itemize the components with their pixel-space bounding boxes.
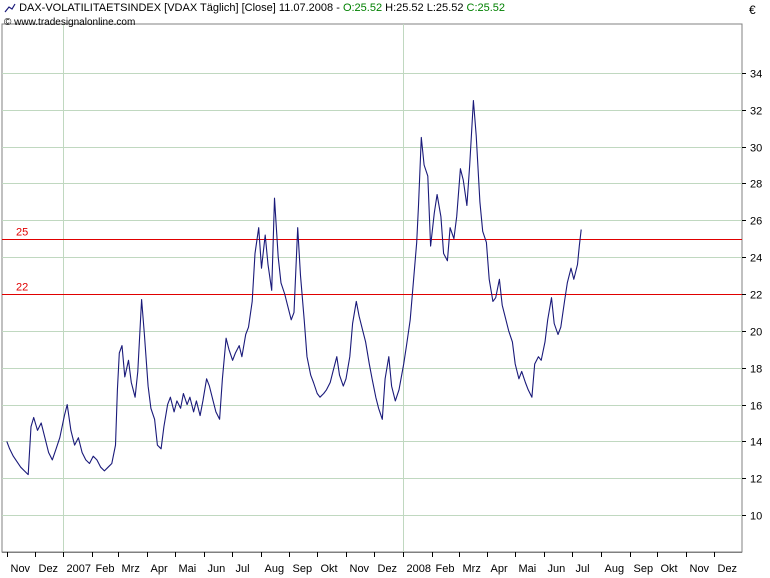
x-tick-label: Jun bbox=[208, 563, 226, 575]
x-tick-label: Nov bbox=[11, 563, 31, 575]
x-tick-label: Feb bbox=[436, 563, 455, 575]
reference-line-label: 25 bbox=[16, 227, 28, 239]
line-chart-icon bbox=[4, 3, 16, 13]
low-value: L:25.52 bbox=[426, 2, 464, 14]
y-tick-label: 30 bbox=[750, 143, 762, 155]
y-tick-label: 20 bbox=[750, 327, 762, 339]
x-tick-label: Dez bbox=[718, 563, 738, 575]
x-tick-label: Okt bbox=[321, 563, 338, 575]
x-tick-label: Dez bbox=[39, 563, 59, 575]
x-tick-label: Sep bbox=[634, 563, 654, 575]
copyright-note: © www.tradesignalonline.com bbox=[4, 17, 136, 28]
field-block: [Close] bbox=[241, 2, 276, 14]
y-tick-label: 14 bbox=[750, 437, 762, 449]
x-tick-label: Mai bbox=[179, 563, 197, 575]
x-tick-label: Jul bbox=[236, 563, 250, 575]
y-tick-label: 28 bbox=[750, 179, 762, 191]
y-tick-label: 12 bbox=[750, 474, 762, 486]
y-tick-label: 22 bbox=[750, 290, 762, 302]
series-line bbox=[6, 99, 582, 476]
x-tick-label: 2007 bbox=[67, 563, 91, 575]
x-tick-label: Jul bbox=[576, 563, 590, 575]
quote-date: 11.07.2008 bbox=[278, 2, 334, 14]
y-tick-label: 16 bbox=[750, 401, 762, 413]
reference-line-label: 22 bbox=[16, 282, 28, 294]
x-tick-label: Dez bbox=[378, 563, 398, 575]
high-value: H:25.52 bbox=[385, 2, 424, 14]
x-tick-label: Apr bbox=[491, 563, 508, 575]
y-tick-label: 34 bbox=[750, 69, 762, 81]
x-tick-label: Aug bbox=[265, 563, 285, 575]
x-tick-label: Mrz bbox=[122, 563, 140, 575]
x-tick-label: Mai bbox=[519, 563, 537, 575]
symbol-name: DAX-VOLATILITAETSINDEX bbox=[19, 2, 162, 14]
y-tick-label: 10 bbox=[750, 511, 762, 523]
x-tick-label: Mrz bbox=[463, 563, 481, 575]
header-separator: - bbox=[333, 2, 343, 14]
currency-symbol: € bbox=[749, 3, 756, 17]
x-tick-label: Nov bbox=[690, 563, 710, 575]
x-tick-label: Aug bbox=[605, 563, 625, 575]
chart-header: DAX-VOLATILITAETSINDEX [VDAX Täglich] [C… bbox=[4, 2, 505, 14]
plot-frame bbox=[1, 23, 743, 553]
y-tick-label: 32 bbox=[750, 106, 762, 118]
x-tick-label: Nov bbox=[350, 563, 370, 575]
x-tick-label: Sep bbox=[293, 563, 313, 575]
x-tick-label: Jun bbox=[548, 563, 566, 575]
y-tick-label: 26 bbox=[750, 216, 762, 228]
ticker-block: [VDAX Täglich] bbox=[164, 2, 239, 14]
x-tick-label: 2008 bbox=[407, 563, 431, 575]
x-tick-label: Feb bbox=[96, 563, 115, 575]
close-value: C:25.52 bbox=[466, 2, 506, 14]
y-tick-label: 24 bbox=[750, 253, 762, 265]
open-value: O:25.52 bbox=[342, 2, 383, 14]
y-tick-label: 18 bbox=[750, 364, 762, 376]
x-tick-label: Apr bbox=[151, 563, 168, 575]
x-tick-label: Okt bbox=[661, 563, 678, 575]
